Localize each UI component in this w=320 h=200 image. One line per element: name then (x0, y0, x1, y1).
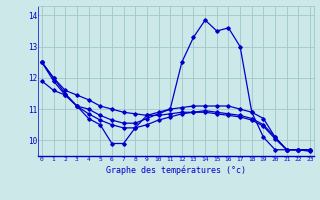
X-axis label: Graphe des températures (°c): Graphe des températures (°c) (106, 165, 246, 175)
